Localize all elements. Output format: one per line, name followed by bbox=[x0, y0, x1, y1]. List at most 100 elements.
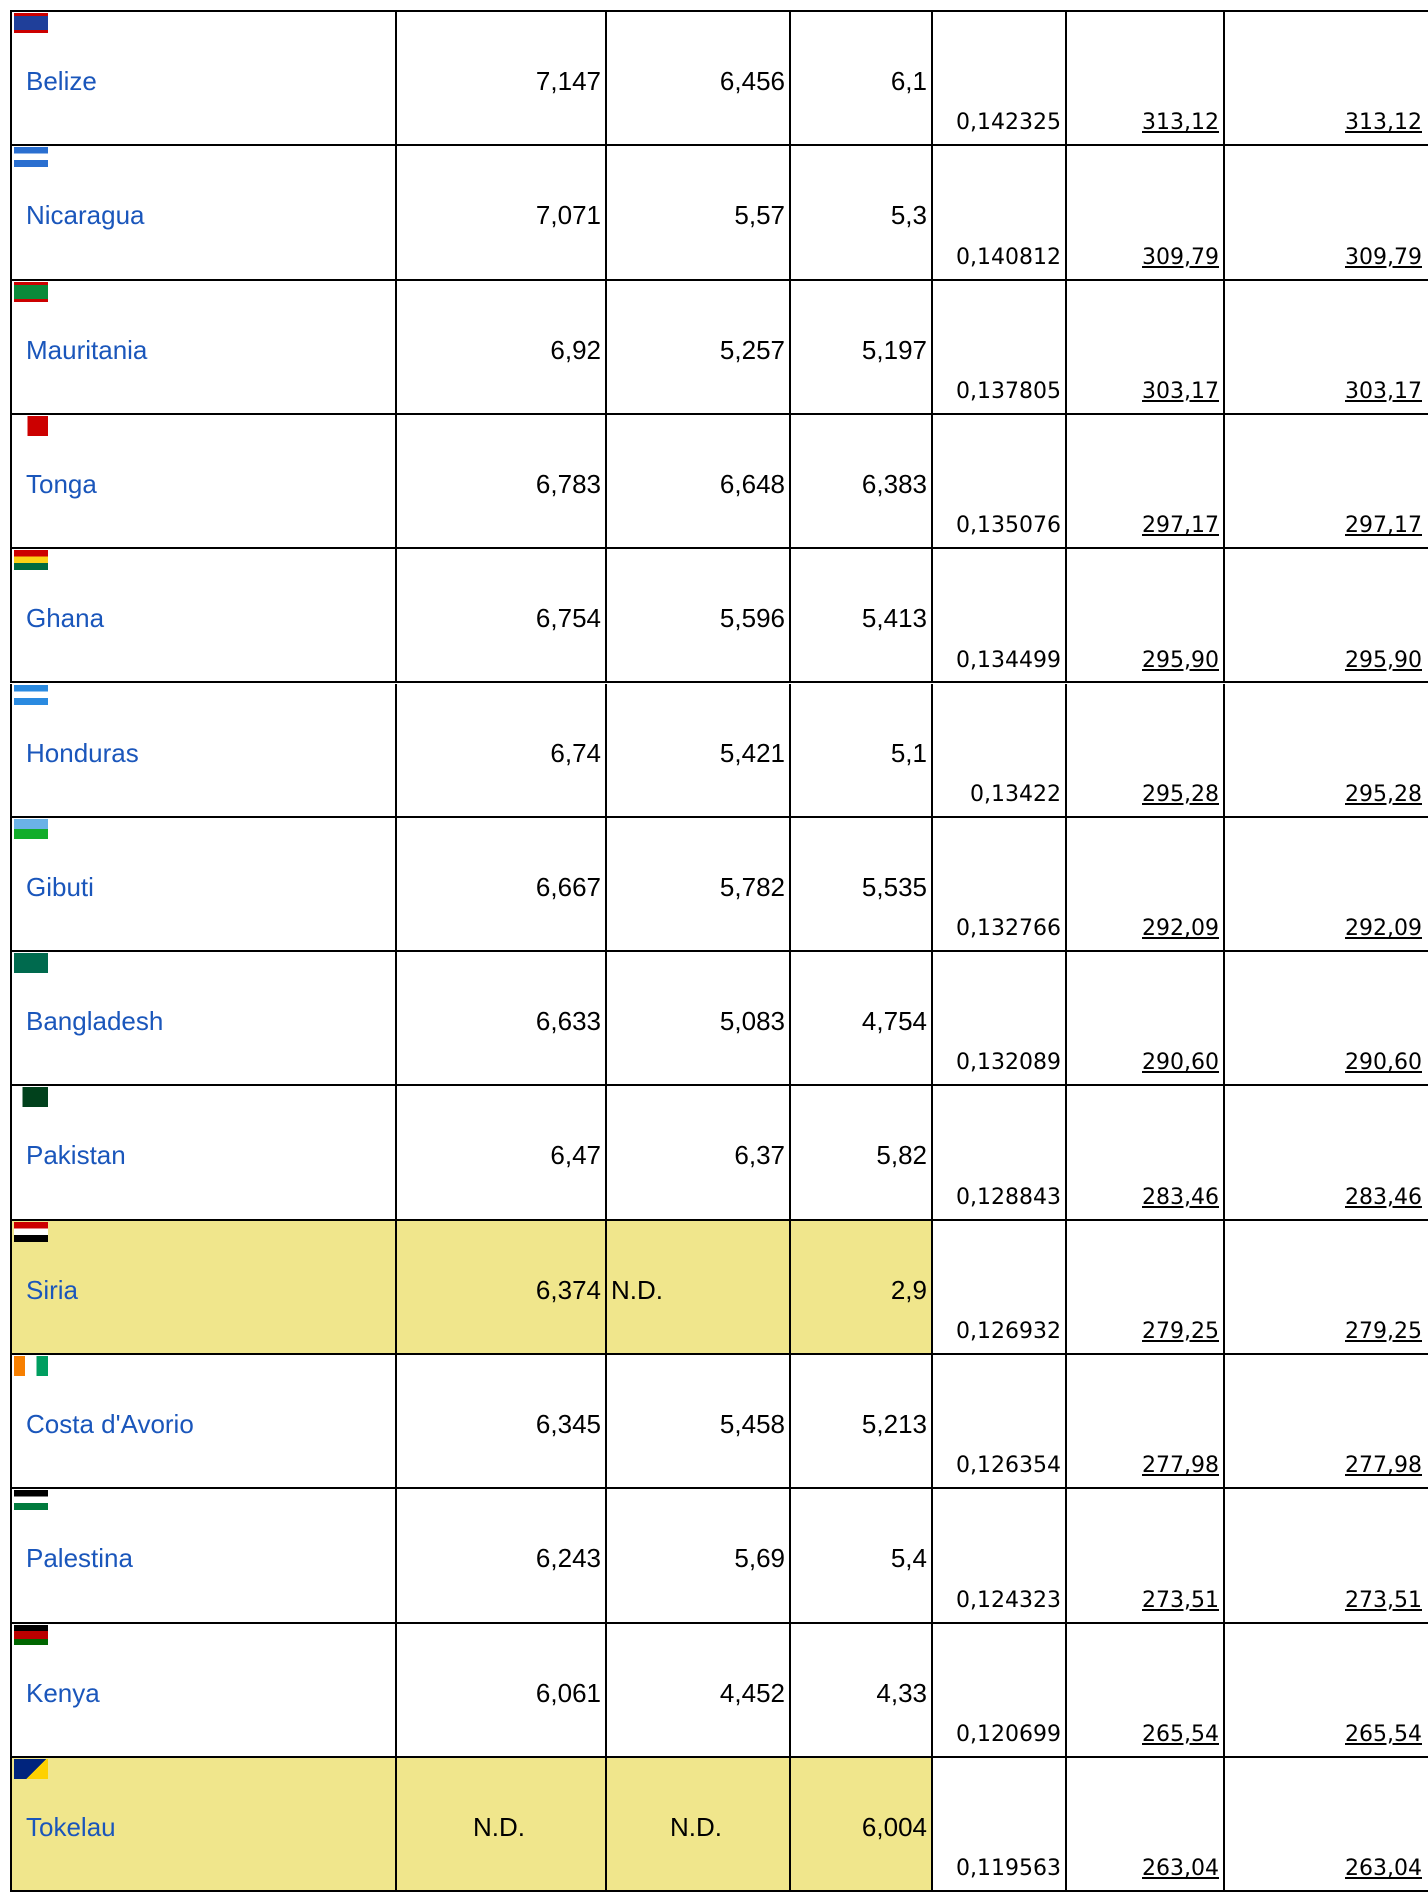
value: 295,28 bbox=[1345, 781, 1422, 807]
value: 313,12 bbox=[1345, 110, 1422, 136]
cell bbox=[397, 280, 607, 415]
cell bbox=[1225, 1489, 1428, 1624]
value: 6,383 bbox=[861, 468, 927, 499]
value: 5,535 bbox=[861, 871, 927, 902]
value: 0,120699 bbox=[956, 1721, 1061, 1747]
flag bbox=[14, 1356, 48, 1376]
value: 5,69 bbox=[734, 1543, 785, 1574]
cell bbox=[1067, 414, 1225, 550]
cell bbox=[1225, 415, 1428, 550]
cell bbox=[933, 1757, 1067, 1892]
value: 265,54 bbox=[1345, 1721, 1422, 1747]
value: 0,132089 bbox=[956, 1050, 1061, 1076]
value: 265,54 bbox=[1142, 1721, 1219, 1747]
value: N.D. bbox=[611, 1274, 663, 1305]
flag bbox=[14, 1758, 48, 1779]
value: 6,92 bbox=[550, 334, 601, 365]
cell bbox=[607, 280, 791, 415]
value: 292,09 bbox=[1345, 916, 1422, 942]
cell bbox=[397, 549, 607, 684]
value: 4,754 bbox=[861, 1006, 927, 1037]
value: 5,413 bbox=[861, 603, 927, 634]
cell bbox=[1225, 1221, 1428, 1355]
cell bbox=[1225, 12, 1428, 147]
cell bbox=[1225, 684, 1428, 818]
cell bbox=[607, 146, 791, 281]
flag bbox=[14, 684, 48, 705]
cell bbox=[791, 1489, 933, 1624]
value: 5,1 bbox=[890, 737, 927, 768]
flag bbox=[14, 1087, 48, 1108]
cell bbox=[933, 146, 1067, 281]
country-name: Costa d'Avorio bbox=[26, 1409, 194, 1439]
cell bbox=[607, 1489, 791, 1624]
cell bbox=[1067, 1489, 1225, 1624]
value: 273,51 bbox=[1142, 1587, 1219, 1613]
value: 283,46 bbox=[1142, 1184, 1219, 1210]
flag bbox=[14, 147, 48, 168]
value: 0,132766 bbox=[956, 916, 1061, 942]
value: 5,421 bbox=[719, 737, 785, 768]
cell bbox=[607, 12, 791, 147]
cell bbox=[1225, 1624, 1428, 1758]
value: 6,783 bbox=[535, 468, 601, 499]
cell bbox=[10, 549, 397, 684]
value: 0,128843 bbox=[956, 1184, 1061, 1210]
cell bbox=[791, 1355, 933, 1490]
value: 263,04 bbox=[1345, 1856, 1422, 1882]
cell bbox=[1067, 952, 1225, 1087]
value: 6,633 bbox=[535, 1006, 601, 1037]
cell bbox=[10, 12, 397, 147]
cell bbox=[607, 414, 791, 550]
cell bbox=[1067, 146, 1225, 281]
cell bbox=[10, 414, 397, 550]
value: 5,458 bbox=[719, 1409, 785, 1439]
cell bbox=[397, 1355, 607, 1490]
cell bbox=[607, 817, 791, 953]
value: 5,213 bbox=[861, 1409, 927, 1439]
cell bbox=[791, 280, 933, 415]
value: 7,071 bbox=[535, 200, 601, 231]
cell bbox=[791, 549, 933, 684]
value: 309,79 bbox=[1345, 244, 1422, 270]
country-name: Bangladesh bbox=[26, 1006, 164, 1037]
flag bbox=[14, 1490, 48, 1511]
cell bbox=[10, 683, 397, 818]
value: 0,126932 bbox=[956, 1319, 1061, 1344]
cell bbox=[10, 1757, 397, 1892]
cell bbox=[1225, 1355, 1428, 1490]
value: 273,51 bbox=[1345, 1587, 1422, 1613]
cell bbox=[791, 817, 933, 953]
value: 303,17 bbox=[1345, 378, 1422, 404]
cell bbox=[1225, 549, 1428, 684]
value: 6,37 bbox=[734, 1140, 785, 1171]
country-name: Ghana bbox=[26, 603, 105, 634]
value: 295,90 bbox=[1142, 647, 1219, 673]
flag bbox=[14, 281, 48, 302]
cell bbox=[607, 549, 791, 684]
cell bbox=[10, 952, 397, 1087]
value: 5,083 bbox=[719, 1006, 785, 1037]
cell bbox=[1067, 1086, 1225, 1221]
value: 5,57 bbox=[734, 200, 785, 231]
value: 6,374 bbox=[535, 1274, 601, 1305]
country-name: Tonga bbox=[26, 468, 97, 499]
value: 283,46 bbox=[1345, 1184, 1422, 1210]
cell bbox=[933, 549, 1067, 684]
value: 292,09 bbox=[1142, 916, 1219, 942]
cell bbox=[1067, 817, 1225, 953]
cell bbox=[1225, 1086, 1428, 1221]
cell bbox=[1225, 146, 1428, 281]
cell bbox=[397, 1623, 607, 1758]
value: 295,90 bbox=[1345, 647, 1422, 673]
value: 290,60 bbox=[1142, 1050, 1219, 1076]
cell bbox=[791, 146, 933, 281]
value: 0,135076 bbox=[956, 513, 1061, 539]
cell bbox=[933, 414, 1067, 550]
flag bbox=[14, 818, 48, 839]
cell bbox=[1067, 1757, 1225, 1892]
country-name: Gibuti bbox=[26, 871, 94, 902]
cell bbox=[607, 952, 791, 1087]
value: 2,9 bbox=[890, 1274, 927, 1305]
